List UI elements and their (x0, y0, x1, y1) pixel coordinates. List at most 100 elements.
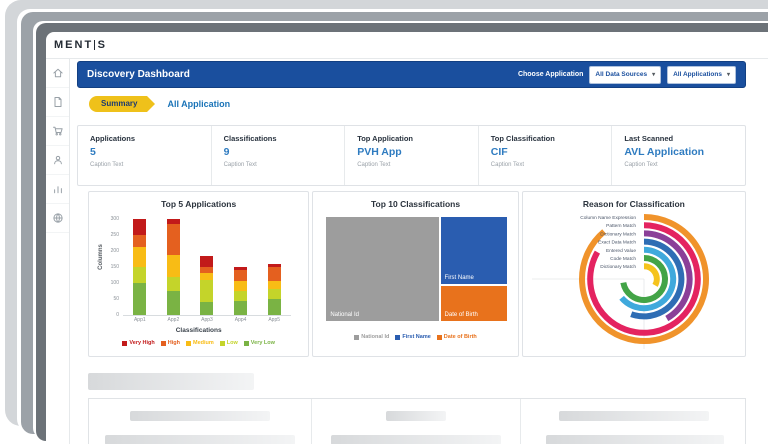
y-tick: 100 (110, 280, 119, 286)
bar-segment-very-high[interactable] (133, 219, 147, 236)
legend-item[interactable]: Medium (186, 340, 214, 346)
stat-label: Classifications (223, 134, 277, 143)
radial-arc-1[interactable] (586, 222, 701, 336)
stat-caption: Caption Text (357, 162, 391, 168)
y-tick: 200 (110, 248, 119, 254)
bar-segment-very-low[interactable] (234, 300, 248, 315)
sidebar-item-documents[interactable] (46, 88, 69, 117)
stat-label: Top Classification (490, 134, 555, 143)
chevron-down-icon: ▾ (652, 72, 656, 78)
tab-all-application[interactable]: All Application (167, 99, 231, 109)
legend-item[interactable]: Low (219, 340, 238, 346)
sidebar-item-users[interactable] (46, 146, 69, 175)
stat-card: Top Classification CIF Caption Text (479, 126, 613, 185)
radial-label: Column Name Expression (580, 215, 636, 221)
data-sources-dropdown[interactable]: All Data Sources ▾ (589, 65, 662, 84)
chart-title: Top 10 Classifications (370, 199, 461, 209)
bar-segment-high[interactable] (267, 267, 281, 282)
bar-App4[interactable] (234, 267, 248, 315)
radial-arc-3[interactable] (629, 238, 685, 320)
globe-icon (52, 213, 63, 223)
top10-classifications-card: Top 10 Classifications National Id First … (312, 191, 519, 357)
tabs-row: Summary All Application (89, 96, 230, 112)
bar-chart-icon (53, 186, 62, 194)
stat-card: Applications 5 Caption Text (78, 126, 212, 185)
y-tick: 300 (110, 216, 119, 222)
bar-segment-very-low[interactable] (267, 299, 281, 315)
bar-segment-low[interactable] (234, 291, 248, 301)
bottom-panel-cell (89, 399, 312, 444)
dashboard-header-bar: Discovery Dashboard Choose Application A… (77, 61, 746, 88)
legend-swatch (122, 340, 128, 346)
radial-arc-6[interactable] (643, 263, 660, 287)
bar-segment-low[interactable] (133, 267, 147, 283)
bar-segment-very-high[interactable] (166, 219, 180, 224)
chart-title: Reason for Classification (582, 199, 685, 209)
top-bar: MENT S (46, 32, 768, 59)
page-title: Discovery Dashboard (87, 69, 190, 80)
radial-chart-svg: Column Name Expression Pattern Match Dicti… (531, 214, 709, 349)
sidebar-item-global[interactable] (46, 204, 69, 233)
bar-segment-medium[interactable] (200, 273, 214, 280)
bar-App5[interactable] (267, 263, 281, 315)
legend-label: High (167, 340, 180, 346)
radial-arc-4[interactable] (619, 246, 676, 312)
stat-value: PVH App (357, 146, 402, 158)
stat-caption: Caption Text (624, 162, 658, 168)
bar-segment-medium[interactable] (234, 281, 248, 292)
bar-segment-very-low[interactable] (166, 291, 180, 315)
legend-item[interactable]: Very Low (243, 340, 275, 346)
bar-App3[interactable] (200, 255, 214, 315)
x-tick: App4 (234, 317, 247, 323)
mentis-logo: MENT S (54, 39, 107, 51)
bar-segment-medium[interactable] (267, 281, 281, 290)
bar-segment-very-high[interactable] (200, 255, 214, 268)
bar-segment-very-high[interactable] (267, 263, 281, 268)
bar-segment-medium[interactable] (166, 254, 180, 277)
radial-arc-2[interactable] (643, 230, 693, 322)
treemap-cell-first-name[interactable]: First Name (440, 217, 508, 285)
radial-arc-0[interactable] (578, 214, 709, 344)
legend-item[interactable]: Very High (122, 340, 155, 346)
applications-dropdown[interactable]: All Applications ▾ (667, 65, 736, 84)
logo-i-bar (93, 40, 96, 50)
treemap-cell-national-id[interactable]: National Id (326, 217, 439, 321)
sidebar-item-cart[interactable] (46, 117, 69, 146)
bar-App1[interactable] (133, 219, 147, 315)
bar-segment-low[interactable] (166, 276, 180, 291)
bar-segment-very-low[interactable] (133, 283, 147, 315)
text-placeholder (546, 435, 724, 444)
sidebar-item-analytics[interactable] (46, 175, 69, 204)
bar-segment-high[interactable] (166, 223, 180, 255)
legend-swatch (436, 334, 442, 340)
stat-label: Applications (90, 134, 136, 143)
tab-summary[interactable]: Summary (89, 96, 157, 112)
bar-segment-low[interactable] (200, 279, 214, 303)
top5-applications-card: Top 5 Applications Columns 0 50 100 150 200 2… (88, 191, 310, 357)
legend-label: Very Low (250, 340, 275, 346)
applications-dropdown-value: All Applications (673, 71, 722, 78)
bar-segment-medium[interactable] (133, 247, 147, 267)
bar-segment-very-high[interactable] (234, 267, 248, 271)
bar-segment-very-low[interactable] (200, 302, 214, 315)
legend-item[interactable]: National Id (354, 334, 389, 340)
sidebar-item-home[interactable] (46, 59, 69, 88)
legend-item[interactable]: Date of Birth (436, 334, 477, 340)
treemap-cell-date-of-birth[interactable]: Date of Birth (440, 286, 508, 321)
bar-segment-low[interactable] (267, 289, 281, 299)
main-window: MENT S Discovery Dashboard Choose Applica… (46, 32, 768, 444)
bar-segment-high[interactable] (133, 235, 147, 248)
radial-arc-5[interactable] (620, 255, 668, 303)
legend-item[interactable]: First Name (395, 334, 431, 340)
stat-caption: Caption Text (90, 162, 124, 168)
legend-label: National Id (361, 334, 390, 340)
text-placeholder (105, 435, 295, 444)
bar-segment-high[interactable] (234, 270, 248, 282)
stat-card: Classifications 9 Caption Text (212, 126, 346, 185)
legend-item[interactable]: High (160, 340, 180, 346)
bar-App2[interactable] (166, 219, 180, 315)
legend-swatch (354, 334, 360, 340)
content-area: Discovery Dashboard Choose Application A… (70, 59, 768, 444)
user-icon (53, 155, 62, 165)
bar-segment-high[interactable] (200, 267, 214, 274)
